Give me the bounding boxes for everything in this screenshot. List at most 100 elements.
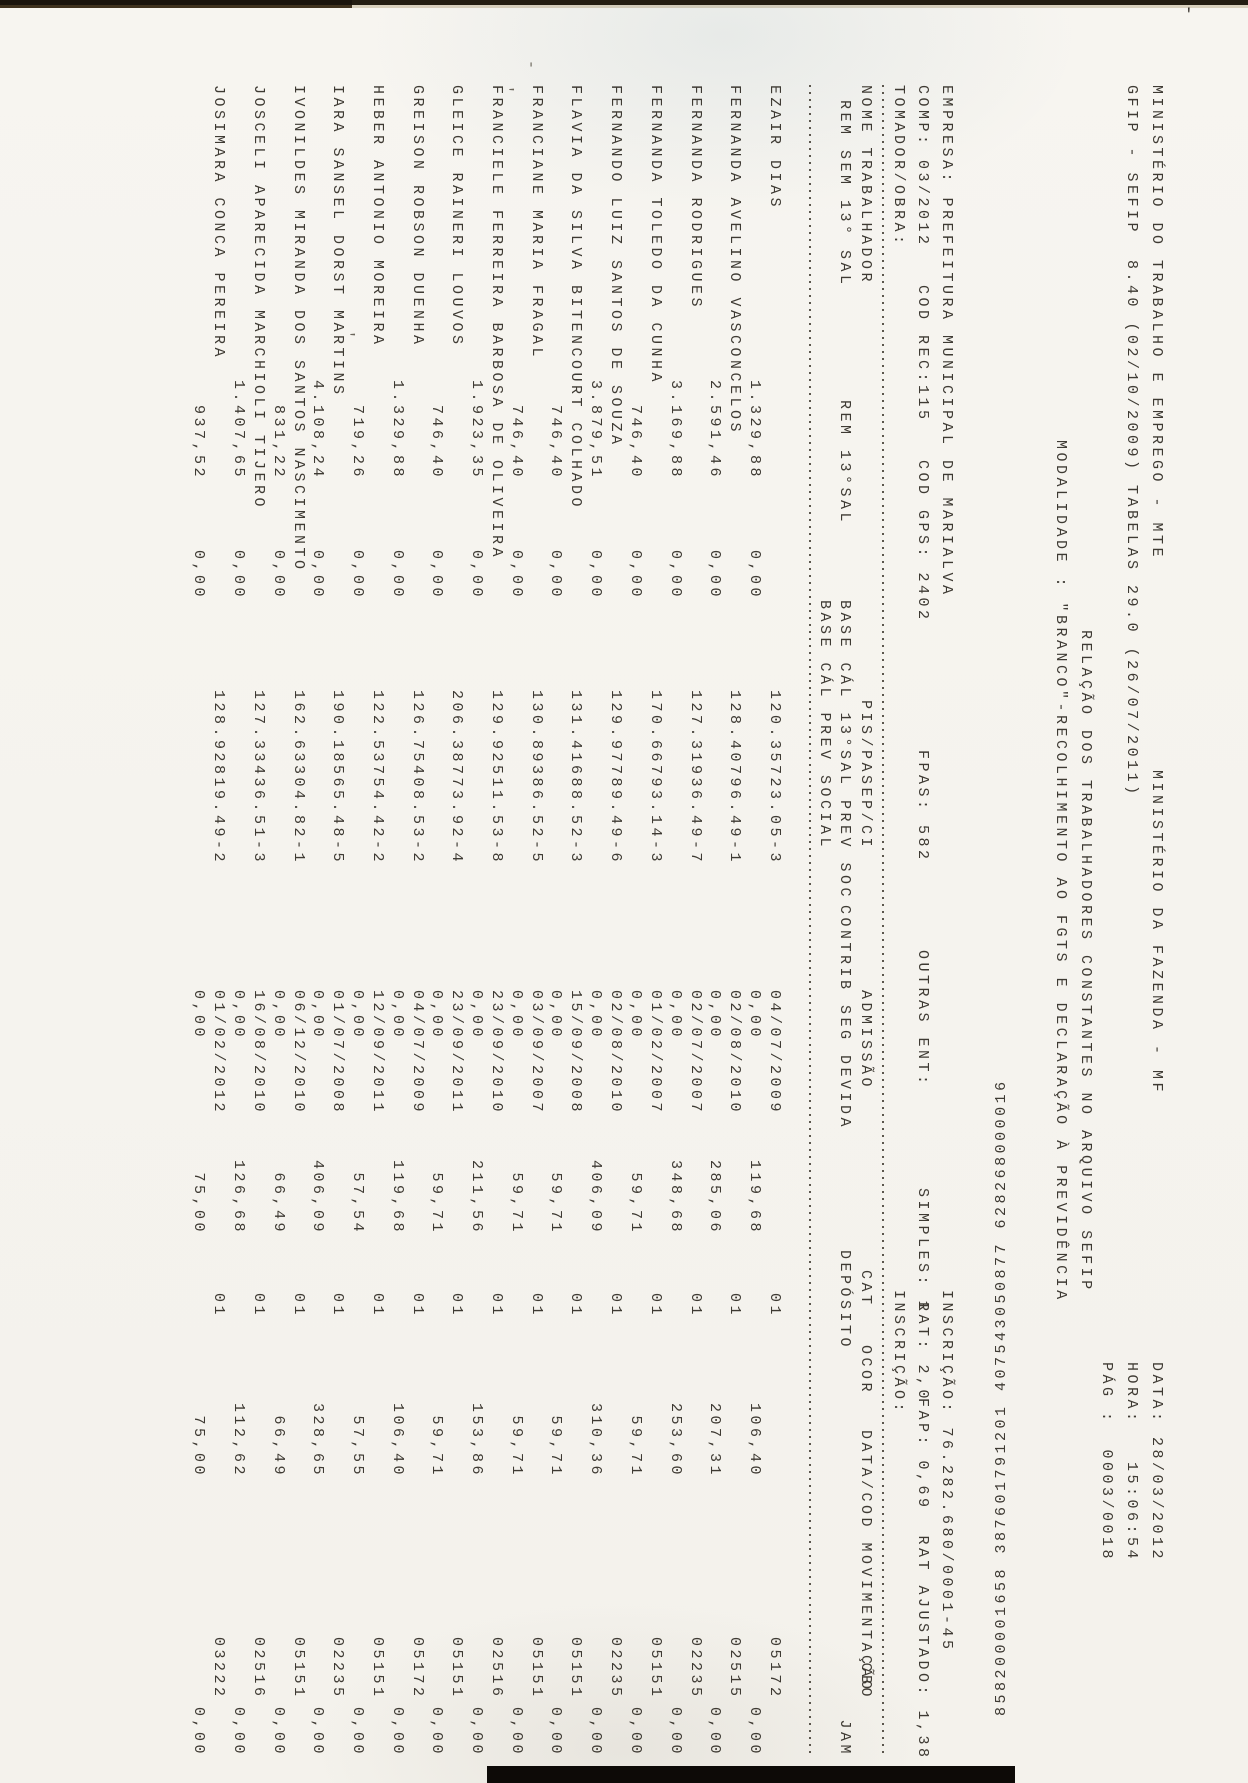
separator-dotted-bottom xyxy=(809,85,811,1757)
worker-base-13: 0,00 xyxy=(746,989,763,1040)
pag-stamp: PÁG : 0003/0018 xyxy=(1098,1361,1115,1562)
worker-row-values-line: 2.591,46 0,00 0,00 285,06 207,31 0,00 xyxy=(705,0,723,1783)
worker-cbo: 05151 xyxy=(369,1637,386,1700)
fpas-label: FPAS: 582 xyxy=(914,750,931,863)
worker-pis: 120.35723.05-3 xyxy=(766,690,783,866)
worker-name: IVONILDES MIRANDA DOS SANTOS NASCIMENTO xyxy=(290,85,307,573)
worker-name: EZAIR DIAS xyxy=(766,85,783,211)
worker-deposito: 59,71 xyxy=(428,1415,445,1478)
worker-cbo: 02516 xyxy=(488,1637,505,1700)
worker-contrib: 57,54 xyxy=(349,1172,366,1235)
header-line-3: PÁG : 0003/0018 xyxy=(1097,0,1115,1783)
worker-row-name-line: JOSCELI APARECIDA MARCHIOLI TIJERO 127.33… xyxy=(249,0,267,1783)
worker-pis: 127.33436.51-3 xyxy=(250,690,267,866)
worker-rem-sem-13: 4.108,24 xyxy=(309,379,326,480)
worker-name: FERNANDA TOLEDO DA CUNHA xyxy=(647,85,664,386)
worker-rem-sem-13: 1.329,88 xyxy=(746,379,763,480)
worker-rem-sem-13: 746,40 xyxy=(627,404,644,480)
worker-rem-sem-13: 746,40 xyxy=(508,404,525,480)
scan-edge-top-bar xyxy=(0,0,1248,5)
worker-contrib: 59,71 xyxy=(547,1172,564,1235)
modalidade-line: MODALIDADE : "BRANCO"-RECOLHIMENTO AO FG… xyxy=(1051,0,1069,1783)
worker-pis: 206.38773.92-4 xyxy=(448,690,465,866)
worker-cat: 01 xyxy=(766,1293,783,1319)
worker-row-values-line: 719,26 0,00 0,00 57,54 57,55 0,00 xyxy=(348,0,366,1783)
worker-admissao: 02/07/2007 xyxy=(687,990,704,1116)
worker-row-values-line: 937,52 0,00 0,00 75,00 75,00 0,00 xyxy=(189,0,207,1783)
worker-row-name-line: IARA SANSEL DORST MARTINS 190.18565.48-5 0… xyxy=(328,0,346,1783)
fap-label: FAP: 0,69 RAT AJUSTADO: 1,38 xyxy=(914,1398,931,1761)
worker-row-values-line: 1.407,65 0,00 0,00 126,68 112,62 0,00 xyxy=(229,0,247,1783)
modalidade-text: MODALIDADE : "BRANCO"-RECOLHIMENTO AO FG… xyxy=(1052,440,1069,1303)
worker-deposito: 153,86 xyxy=(468,1402,485,1478)
tomador-line: TOMADOR/OBRA: INSCRIÇÃO: xyxy=(889,0,907,1783)
worker-admissao: 04/07/2009 xyxy=(409,990,426,1116)
barcode-digits-line: 858200001658 387601791201 407543050877 6… xyxy=(993,0,1010,1783)
worker-row-name-line: EZAIR DIAS 120.35723.05-3 04/07/2009 01 0517… xyxy=(765,0,783,1783)
worker-cbo: 02235 xyxy=(607,1637,624,1700)
worker-base-13: 0,00 xyxy=(190,989,207,1040)
simples-label: SIMPLES: 1 xyxy=(914,1188,931,1314)
worker-rem-sem-13: 746,40 xyxy=(547,404,564,480)
empresa-line: EMPRESA: PREFEITURA MUNICIPAL DE MARIALV… xyxy=(937,0,955,1783)
tomador-inscricao-label: INSCRIÇÃO: xyxy=(890,1290,907,1416)
worker-cat: 01 xyxy=(726,1293,743,1319)
worker-name: FERNANDA AVELINO VASCONCELOS xyxy=(726,85,743,436)
col-header-base-prev: BASE CÁL PREV SOCIAL xyxy=(816,600,833,851)
worker-row-values-line: 831,22 0,00 0,00 66,49 66,49 0,00 xyxy=(269,0,287,1783)
worker-jam: 0,00 xyxy=(309,1706,326,1757)
worker-admissao: 04/07/2009 xyxy=(766,990,783,1116)
worker-rem-13: 0,00 xyxy=(230,549,247,600)
worker-rem-sem-13: 3.169,88 xyxy=(667,379,684,480)
worker-cbo: 02515 xyxy=(726,1637,743,1700)
worker-name: FERNANDO LUIZ SANTOS DE SOUZA xyxy=(607,85,624,448)
ministry-right-title: MINISTÉRIO DA FAZENDA - MF xyxy=(1148,770,1165,1096)
worker-rem-13: 0,00 xyxy=(270,549,287,600)
worker-base-13: 0,00 xyxy=(627,989,644,1040)
stray-mark-3: ' xyxy=(339,330,356,343)
col-header-pis: PIS/PASEP/CI xyxy=(857,700,874,851)
worker-base-13: 0,00 xyxy=(270,989,287,1040)
worker-jam: 0,00 xyxy=(627,1706,644,1757)
worker-admissao: 02/08/2010 xyxy=(607,990,624,1116)
col-header-admissao: ADMISSÃO xyxy=(857,990,874,1091)
worker-contrib: 119,68 xyxy=(389,1159,406,1235)
scan-edge-top-left-bar xyxy=(0,0,352,8)
worker-jam: 0,00 xyxy=(706,1706,723,1757)
worker-cat: 01 xyxy=(448,1293,465,1319)
worker-contrib: 59,71 xyxy=(428,1172,445,1235)
worker-deposito: 59,71 xyxy=(508,1415,525,1478)
report-title: RELAÇÃO DOS TRABALHADORES CONSTANTES NO … xyxy=(1077,630,1094,1293)
worker-cat: 01 xyxy=(329,1293,346,1319)
worker-contrib: 211,56 xyxy=(468,1159,485,1235)
stray-mark-2: ' xyxy=(498,85,515,98)
worker-deposito: 66,49 xyxy=(270,1415,287,1478)
separator-dotted-top xyxy=(882,85,884,1757)
worker-base-13: 0,00 xyxy=(230,989,247,1040)
worker-deposito: 106,40 xyxy=(389,1402,406,1478)
hora-stamp: HORA: 15:06:54 xyxy=(1123,1361,1140,1562)
worker-rem-sem-13: 1.923,35 xyxy=(468,379,485,480)
worker-jam: 0,00 xyxy=(389,1706,406,1757)
worker-admissao: 01/02/2012 xyxy=(210,990,227,1116)
gfip-version-line: GFIP - SEFIP 8.40 (02/10/2009) TABELAS 2… xyxy=(1123,85,1140,798)
worker-cbo: 03222 xyxy=(210,1637,227,1700)
worker-admissao: 12/09/2011 xyxy=(369,990,386,1116)
worker-deposito: 328,65 xyxy=(309,1402,326,1478)
comp-codes: COMP: 03/2012 COD REC:115 COD GPS: 2402 xyxy=(914,85,931,623)
worker-rem-13: 0,00 xyxy=(667,549,684,600)
worker-rem-sem-13: 1.407,65 xyxy=(230,379,247,480)
worker-cat: 01 xyxy=(687,1293,704,1319)
worker-rem-13: 0,00 xyxy=(627,549,644,600)
worker-row-values-line: 746,40 0,00 0,00 59,71 59,71 0,00 xyxy=(507,0,525,1783)
header-line-2: GFIP - SEFIP 8.40 (02/10/2009) TABELAS 2… xyxy=(1122,0,1140,1783)
ministry-left-title: MINISTÉRIO DO TRABALHO E EMPREGO - MTE xyxy=(1148,85,1165,561)
worker-jam: 0,00 xyxy=(270,1706,287,1757)
worker-jam: 0,00 xyxy=(349,1706,366,1757)
worker-contrib: 59,71 xyxy=(508,1172,525,1235)
stray-mark-1: - xyxy=(522,60,539,73)
worker-rem-sem-13: 937,52 xyxy=(190,404,207,480)
worker-contrib: 406,09 xyxy=(587,1159,604,1235)
worker-row-name-line: FLAVIA DA SILVA BITENCOURT COLHADO 131.41… xyxy=(566,0,584,1783)
worker-cbo: 02235 xyxy=(687,1637,704,1700)
